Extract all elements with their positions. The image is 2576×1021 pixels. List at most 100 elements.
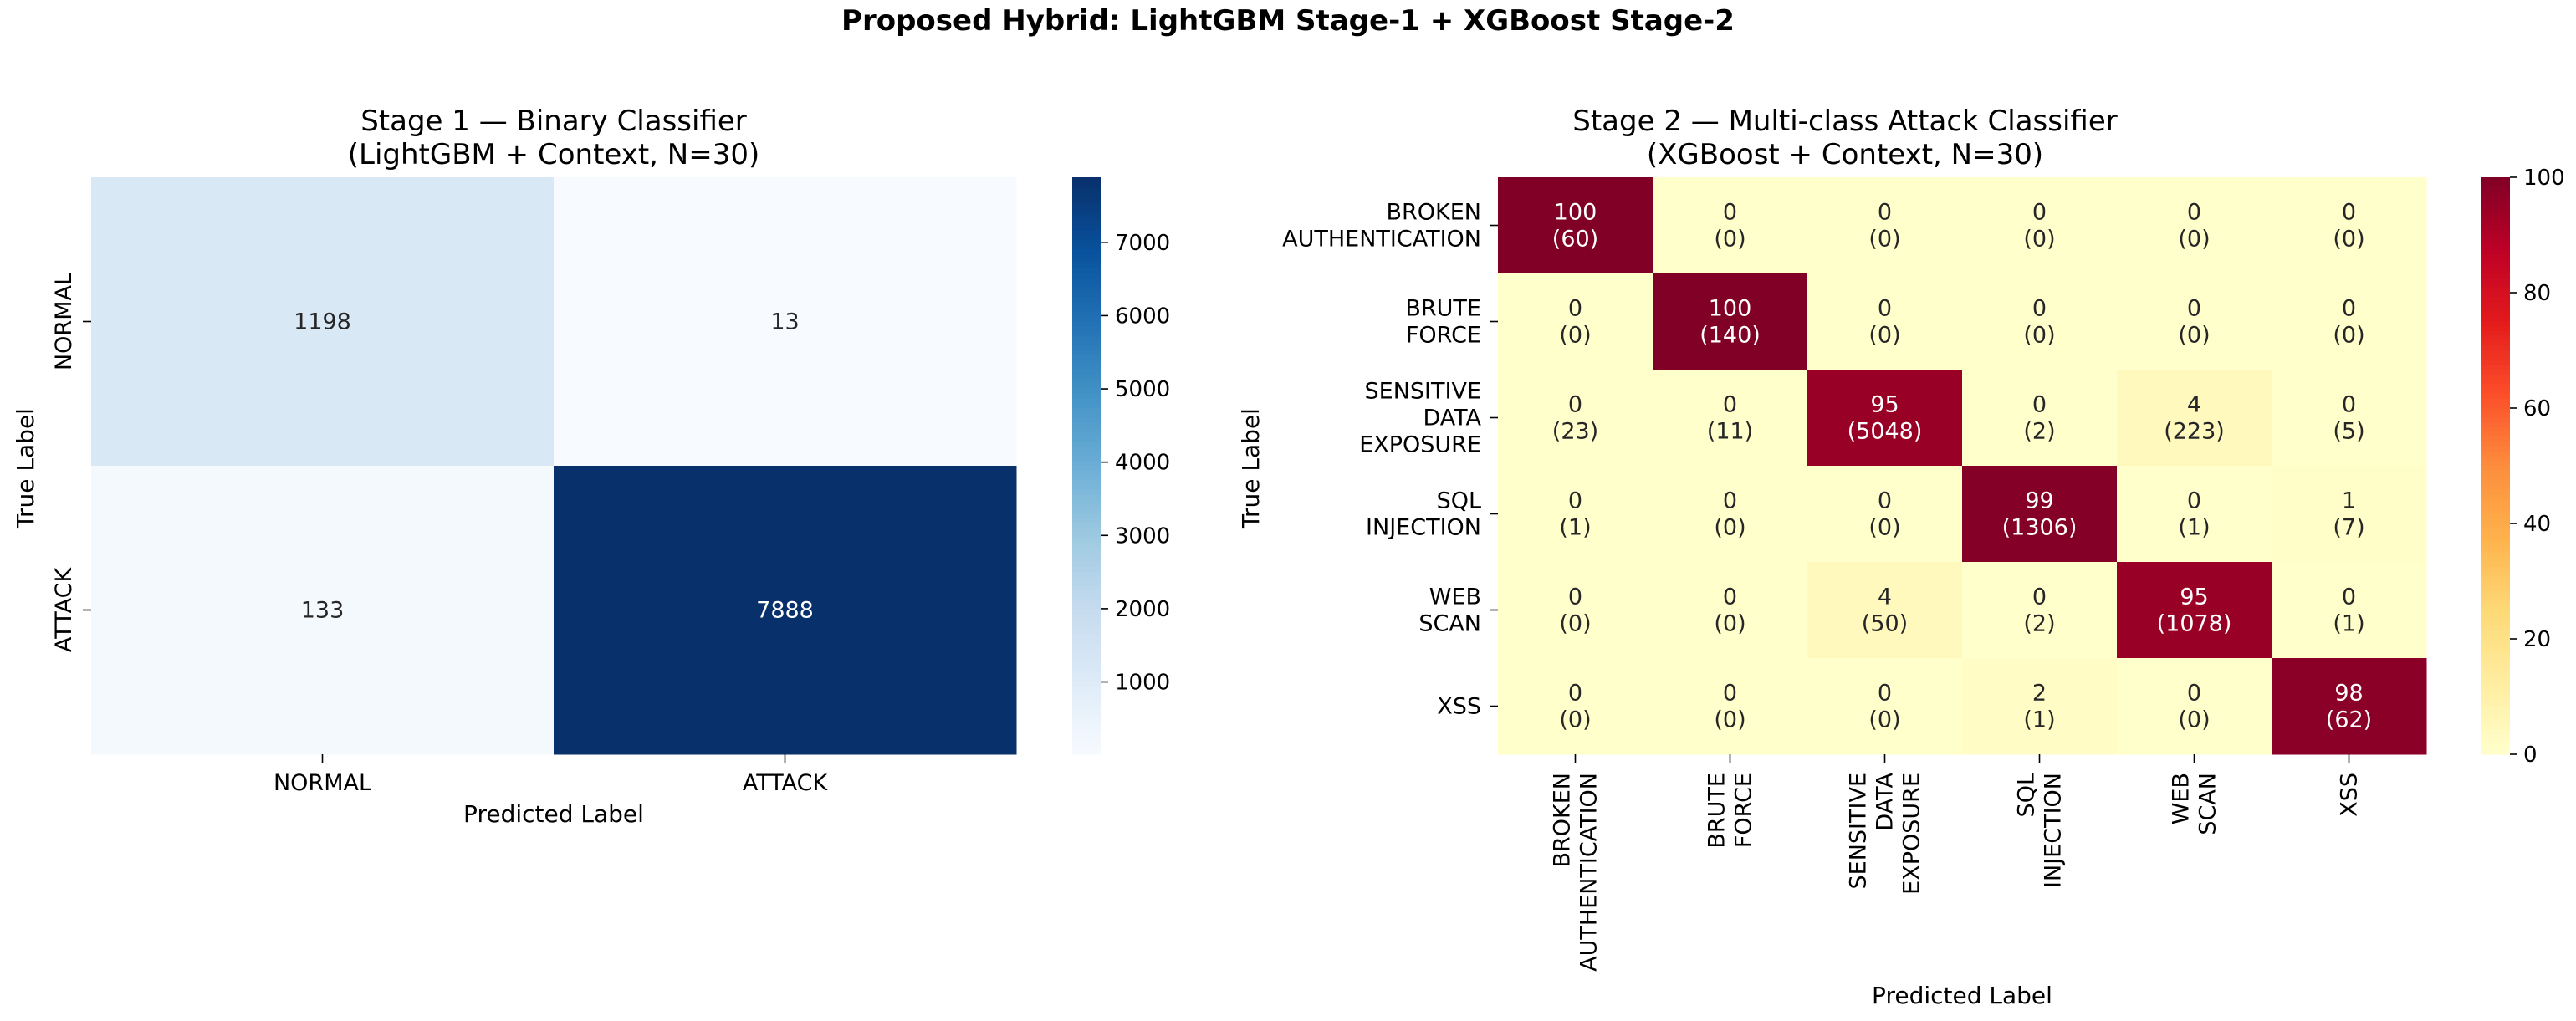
stage1-colorbar-segment bbox=[1072, 360, 1101, 365]
stage2-colorbar-segment bbox=[2481, 436, 2510, 442]
stage2-colorbar-segment bbox=[2481, 370, 2510, 375]
stage1-colorbar-segment bbox=[1072, 672, 1101, 678]
stage2-cell-percent: 100 bbox=[1554, 200, 1597, 226]
stage2-cell bbox=[2272, 273, 2427, 370]
stage1-cell-value: 1198 bbox=[294, 309, 351, 335]
stage2-colorbar-segment bbox=[2481, 600, 2510, 606]
stage2-cell bbox=[1807, 370, 1963, 467]
stage1-colorbar-segment bbox=[1072, 417, 1101, 423]
stage1-colorbar-segment bbox=[1072, 639, 1101, 645]
stage1-colorbar-segment bbox=[1072, 739, 1101, 746]
stage2-cell-count: (0) bbox=[1868, 227, 1900, 253]
stage2-colorbar-segment bbox=[2481, 355, 2510, 361]
stage2-cell-count: (0) bbox=[2333, 323, 2364, 349]
stage2-cell-count: (0) bbox=[2023, 323, 2055, 349]
stage1-colorbar-segment bbox=[1072, 513, 1101, 519]
stage1-colorbar: 1000 2000 3000 4000 5000 6000 7000 bbox=[1072, 177, 1170, 755]
stage1-colorbar-tick-label: 5000 bbox=[1115, 377, 1170, 402]
stage2-cell bbox=[2117, 273, 2272, 370]
stage1-colorbar-tick-label: 4000 bbox=[1115, 451, 1170, 476]
stage2-colorbar-segment bbox=[2481, 706, 2510, 712]
stage1-colorbar-segment bbox=[1072, 442, 1101, 447]
stage1-colorbar-segment bbox=[1072, 326, 1101, 332]
stage2-colorbar-segment bbox=[2481, 667, 2510, 673]
stage1-colorbar-segment bbox=[1072, 216, 1101, 222]
stage1-y-tick-label: ATTACK bbox=[51, 567, 77, 653]
stage1-colorbar-segment bbox=[1072, 181, 1101, 188]
stage2-colorbar-segment bbox=[2481, 725, 2510, 731]
stage1-colorbar-segment bbox=[1072, 258, 1101, 265]
stage1-colorbar-segment bbox=[1072, 749, 1101, 755]
stage2-colorbar-segment bbox=[2481, 648, 2510, 654]
stage1-colorbar-segment bbox=[1072, 283, 1101, 288]
stage1-colorbar-segment bbox=[1072, 605, 1101, 611]
stage2-colorbar-segment bbox=[2481, 508, 2510, 515]
stage1-colorbar-segment bbox=[1072, 412, 1101, 419]
stage1-colorbar-segment bbox=[1072, 489, 1101, 496]
stage2-colorbar-segment bbox=[2481, 470, 2510, 477]
stage1-colorbar-segment bbox=[1072, 701, 1101, 707]
stage1-y-tick-label: NORMAL bbox=[51, 273, 77, 370]
stage2-cell bbox=[1962, 370, 2118, 467]
stage2-cell bbox=[2272, 177, 2427, 274]
stage2-x-tick-label: BRUTEFORCE bbox=[1705, 773, 1757, 849]
stage2-y-tick-label: BROKEN AUTHENTICATION bbox=[1282, 200, 1481, 253]
stage2-colorbar-segment bbox=[2481, 543, 2510, 549]
stage2-colorbar-segment bbox=[2481, 504, 2510, 510]
stage2-x-tick-labels: BROKENAUTHENTICATION BRUTEFORCE SENSITIVED… bbox=[1550, 754, 2363, 972]
stage2-colorbar-segment bbox=[2481, 687, 2510, 692]
stage2-colorbar-segment bbox=[2481, 643, 2510, 650]
stage2-cell bbox=[2272, 370, 2427, 467]
stage1-colorbar-segment bbox=[1072, 711, 1101, 717]
stage2-colorbar-segment bbox=[2481, 494, 2510, 500]
stage1-colorbar-segment bbox=[1072, 307, 1101, 313]
stage2-colorbar-segment bbox=[2481, 677, 2510, 683]
stage1-colorbar-segment bbox=[1072, 340, 1101, 346]
stage1-colorbar-segment bbox=[1072, 571, 1101, 577]
stage2-colorbar-segment bbox=[2481, 412, 2510, 419]
stage2-colorbar-segment bbox=[2481, 456, 2510, 462]
stage2-cell-percent: 95 bbox=[2180, 585, 2208, 610]
stage1-colorbar-segment bbox=[1072, 422, 1101, 428]
stage2-colorbar-segment bbox=[2481, 268, 2510, 274]
stage2-colorbar-segment bbox=[2481, 682, 2510, 688]
stage2-cell bbox=[1807, 273, 1963, 370]
stage2-cell-percent: 99 bbox=[2025, 488, 2053, 514]
stage2-colorbar-segment bbox=[2481, 177, 2510, 183]
stage2-colorbar-segment bbox=[2481, 720, 2510, 727]
stage1-colorbar-segment bbox=[1072, 499, 1101, 505]
stage2-cell bbox=[2117, 562, 2272, 659]
stage2-colorbar-segment bbox=[2481, 716, 2510, 722]
stage2-cell bbox=[1807, 562, 1963, 659]
stage2-colorbar-segment bbox=[2481, 254, 2510, 260]
figure-suptitle: Proposed Hybrid: LightGBM Stage-1 + XGBo… bbox=[841, 4, 1735, 38]
stage2-cell bbox=[2272, 658, 2427, 755]
stage1-colorbar-segment bbox=[1072, 538, 1101, 544]
stage2-colorbar-tick-label: 40 bbox=[2523, 512, 2551, 537]
stage2-cell-percent: 95 bbox=[1870, 392, 1899, 418]
stage2-colorbar-segment bbox=[2481, 408, 2510, 414]
stage2-colorbar-segment bbox=[2481, 615, 2510, 620]
stage2-colorbar-segment bbox=[2481, 316, 2510, 323]
stage1-colorbar-segment bbox=[1072, 730, 1101, 736]
stage2-cell-percent: 4 bbox=[1878, 585, 1892, 610]
stage2-y-tick-labels: BROKEN AUTHENTICATION BRUTE FORCE SENSITIVE D… bbox=[1282, 200, 1498, 720]
stage2-cell-count: (0) bbox=[2178, 707, 2210, 733]
stage1-colorbar-segment bbox=[1072, 480, 1101, 486]
stage2-colorbar-segment bbox=[2481, 585, 2510, 592]
stage2-cell-percent: 0 bbox=[2342, 585, 2356, 610]
stage1-colorbar-segment bbox=[1072, 466, 1101, 472]
stage2-colorbar-segment bbox=[2481, 235, 2510, 241]
stage1-colorbar-segment bbox=[1072, 211, 1101, 217]
stage2-colorbar-segment bbox=[2481, 186, 2510, 192]
stage1-colorbar-segment bbox=[1072, 634, 1101, 640]
stage2-colorbar-segment bbox=[2481, 379, 2510, 385]
stage2-colorbar-segment bbox=[2481, 422, 2510, 428]
stage2-cell bbox=[1653, 177, 1808, 274]
stage1-colorbar-segment bbox=[1072, 662, 1101, 669]
stage2-colorbar-segment bbox=[2481, 263, 2510, 269]
stage2-cell-percent: 0 bbox=[2342, 200, 2356, 226]
stage2-cell-count: (5048) bbox=[1848, 419, 1923, 445]
stage2-cell bbox=[2117, 466, 2272, 563]
stage2-cell-count: (0) bbox=[1868, 515, 1900, 541]
